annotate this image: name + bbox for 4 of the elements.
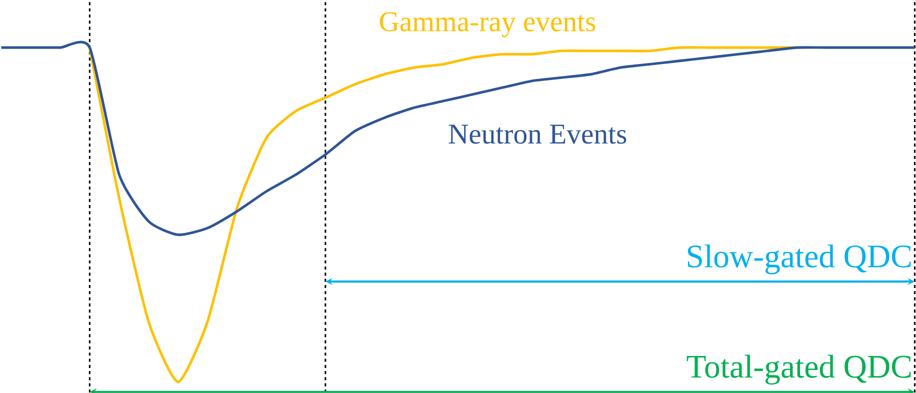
annotation: Slow-gated QDC <box>688 244 911 274</box>
series-label: Neutron Events <box>448 124 626 144</box>
annotation: Total-gated QDC <box>686 354 911 384</box>
series-label: Gamma-ray events <box>380 12 596 38</box>
